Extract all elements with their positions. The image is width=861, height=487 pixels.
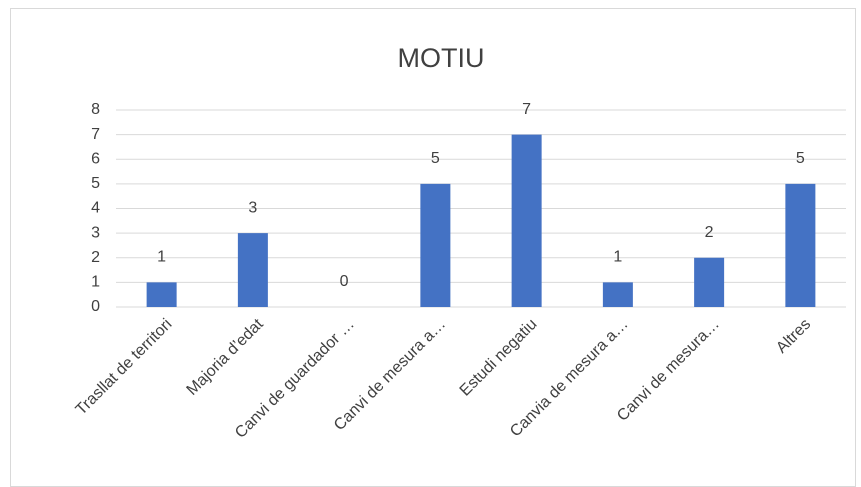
y-tick-label: 1 <box>91 274 100 291</box>
bar <box>237 233 268 307</box>
bar <box>694 257 725 307</box>
data-label: 2 <box>705 224 714 241</box>
bar <box>602 282 633 307</box>
bar <box>511 134 542 307</box>
data-label: 7 <box>522 101 531 118</box>
y-tick-label: 0 <box>91 298 100 315</box>
y-tick-label: 3 <box>91 224 100 241</box>
bar <box>420 183 451 307</box>
data-label: 5 <box>796 150 805 167</box>
y-tick-label: 2 <box>91 249 100 266</box>
data-label: 1 <box>157 249 166 266</box>
data-label: 1 <box>613 249 622 266</box>
data-label: 5 <box>431 150 440 167</box>
y-tick-label: 5 <box>91 175 100 192</box>
bar <box>785 183 816 307</box>
chart-title: MOTIU <box>398 43 485 73</box>
y-tick-label: 6 <box>91 150 100 167</box>
data-label: 0 <box>340 273 349 290</box>
data-label: 3 <box>248 199 257 216</box>
y-tick-label: 7 <box>91 126 100 143</box>
y-tick-label: 4 <box>91 200 100 217</box>
bar <box>146 282 177 307</box>
y-tick-label: 8 <box>91 101 100 118</box>
